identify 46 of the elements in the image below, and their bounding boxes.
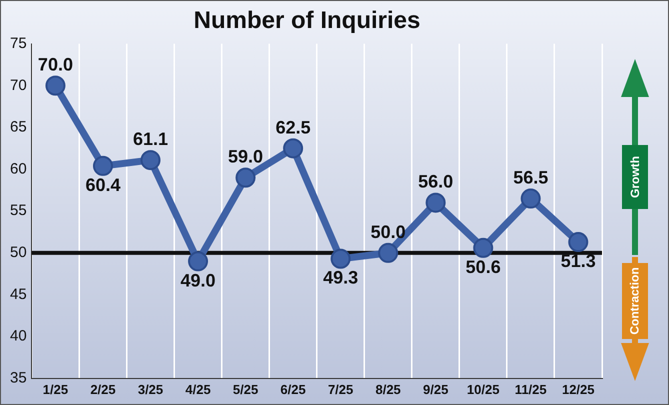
data-label: 70.0 [38, 54, 73, 75]
x-tick-label: 11/25 [514, 382, 547, 397]
y-tick-label: 75 [10, 34, 27, 52]
data-label: 59.0 [228, 146, 264, 167]
x-tick-label: 8/25 [375, 382, 401, 397]
data-label: 56.0 [418, 172, 454, 192]
y-tick-label: 35 [10, 370, 27, 387]
x-tick-label: 10/25 [466, 382, 500, 397]
data-label: 51.3 [560, 251, 596, 272]
y-tick-label: 55 [10, 202, 27, 220]
x-tick-label: 12/25 [562, 382, 595, 397]
y-tick-label: 45 [10, 286, 27, 303]
data-label: 49.0 [180, 270, 216, 290]
point [378, 242, 398, 263]
point [283, 138, 304, 158]
data-label: 60.4 [85, 174, 120, 195]
data-label: 56.5 [513, 168, 548, 188]
data-label: 50.0 [370, 222, 406, 242]
y-tick-label: 70 [10, 76, 27, 94]
x-tick-label: 9/25 [423, 382, 448, 397]
point [45, 76, 66, 96]
data-label: 49.3 [323, 268, 358, 288]
x-tick-label: 5/25 [232, 382, 258, 397]
x-tick-label: 7/25 [328, 382, 354, 397]
x-tick-label: 1/25 [42, 382, 68, 397]
point [473, 238, 494, 258]
y-tick-label: 65 [10, 118, 27, 136]
x-tick-label: 2/25 [90, 382, 116, 397]
point [92, 156, 113, 176]
point [520, 188, 541, 209]
y-tick-label: 60 [10, 160, 27, 178]
x-tick-label: 6/25 [280, 382, 306, 397]
point [188, 251, 208, 272]
point [568, 232, 588, 252]
x-tick-label: 3/25 [138, 382, 164, 397]
point [140, 150, 160, 170]
y-tick-label: 40 [10, 328, 27, 345]
point [330, 248, 351, 269]
point [426, 192, 446, 213]
data-label: 50.6 [466, 256, 501, 277]
chart-title: Number of Inquiries [194, 7, 420, 34]
data-label: 62.5 [276, 117, 311, 138]
data-label: 61.1 [132, 129, 168, 150]
x-tick-label: 4/25 [185, 382, 211, 397]
point [236, 168, 256, 188]
y-tick-label: 50 [10, 244, 27, 262]
